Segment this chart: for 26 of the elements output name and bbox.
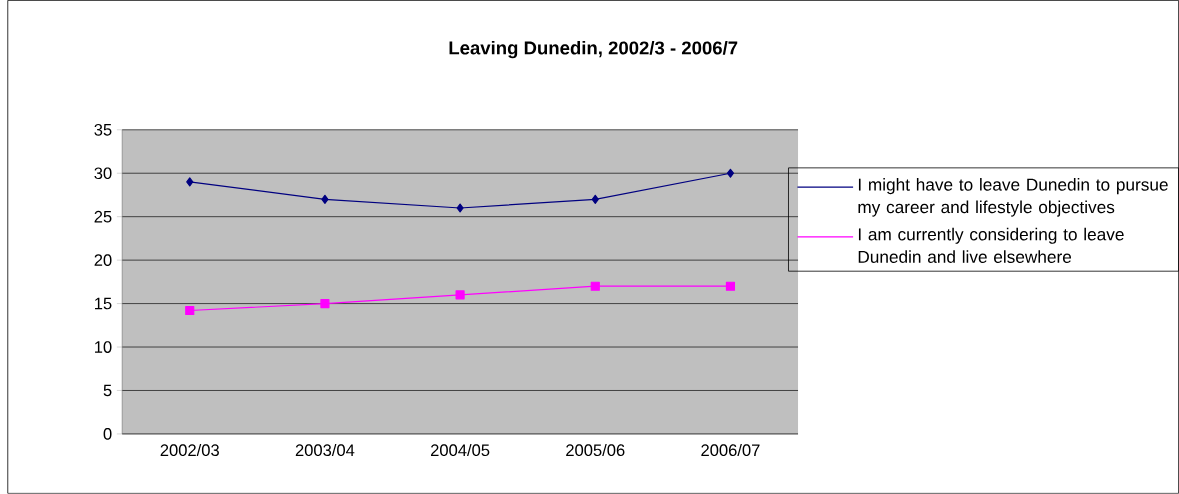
- point: [726, 168, 735, 178]
- x-tick-label: 2006/07: [701, 444, 760, 457]
- point: [186, 177, 194, 187]
- point: [456, 203, 464, 213]
- x-tick-label: 2003/04: [295, 444, 355, 457]
- point: [320, 299, 330, 309]
- point: [591, 194, 599, 204]
- y-tick-label: 35: [94, 124, 112, 136]
- legend-label: I might have to leave Dunedin to pursue my career and lifestyle objectives: [858, 178, 1168, 217]
- x-tick-label: 2005/06: [566, 444, 625, 457]
- legend-label: I am currently considering to leave Dunedin and live elsewhere: [858, 227, 1124, 264]
- x-tick-label: 2004/05: [430, 444, 490, 457]
- y-tick-label: 0: [103, 428, 112, 440]
- y-tick-label: 30: [94, 167, 112, 180]
- point: [590, 281, 600, 291]
- x-tick-label: 2002/03: [160, 444, 219, 457]
- point: [455, 290, 465, 300]
- y-tick-label: 25: [94, 210, 112, 223]
- y-tick-label: 5: [103, 384, 112, 397]
- chart-title: Leaving Dunedin, 2002/3 - 2006/7: [449, 41, 738, 59]
- point: [185, 306, 195, 316]
- y-tick-label: 15: [95, 297, 112, 310]
- point: [321, 194, 329, 204]
- point: [725, 281, 736, 291]
- y-tick-label: 20: [94, 254, 112, 267]
- y-tick-label: 10: [95, 341, 112, 353]
